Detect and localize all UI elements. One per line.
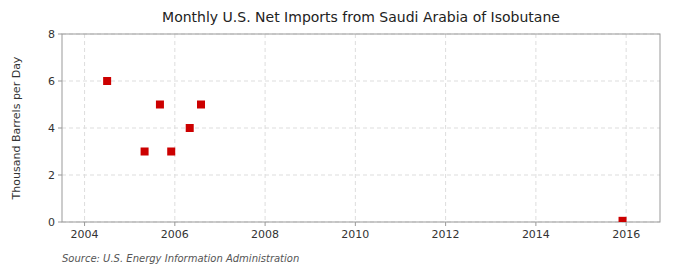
y-tick-label: 2 xyxy=(48,169,55,182)
scatter-point xyxy=(156,101,164,109)
scatter-point xyxy=(141,148,149,156)
x-tick xyxy=(174,222,175,226)
source-annotation: Source: U.S. Energy Information Administ… xyxy=(62,253,299,264)
x-tick xyxy=(265,222,266,226)
grid-line-x xyxy=(174,34,175,222)
grid-line-y xyxy=(62,81,660,82)
x-tick-label: 2016 xyxy=(612,228,640,241)
plot-frame xyxy=(62,34,660,222)
x-tick xyxy=(445,222,446,226)
x-tick-label: 2010 xyxy=(341,228,369,241)
scatter-point xyxy=(103,77,111,85)
chart-svg: 2004 2006 2008 2010 2012 2014 2016 0 2 4 6 8 Thousan… xyxy=(0,0,675,275)
y-tick xyxy=(58,222,62,223)
x-tick xyxy=(626,222,627,226)
scatter-point xyxy=(197,101,205,109)
y-tick xyxy=(58,128,62,129)
x-tick xyxy=(84,222,85,226)
scatter-point xyxy=(186,124,194,132)
x-tick xyxy=(535,222,536,226)
x-tick xyxy=(355,222,356,226)
scatter-point xyxy=(167,148,175,156)
y-tick-label: 6 xyxy=(48,75,55,88)
y-tick-label: 4 xyxy=(48,122,55,135)
y-tick-label: 0 xyxy=(48,216,55,229)
chart-container: 2004 2006 2008 2010 2012 2014 2016 0 2 4 6 8 Thousan… xyxy=(0,0,675,275)
x-tick-label: 2014 xyxy=(522,228,550,241)
points xyxy=(103,77,626,222)
axes: 2004 2006 2008 2010 2012 2014 2016 0 2 4 6 8 xyxy=(48,28,640,241)
grid-line-x xyxy=(535,34,536,222)
y-tick xyxy=(58,34,62,35)
x-tick-label: 2012 xyxy=(432,228,460,241)
y-tick xyxy=(58,175,62,176)
grid xyxy=(62,34,660,222)
y-axis-label: Thousand Barrels per Day xyxy=(10,56,23,200)
grid-line-x xyxy=(265,34,266,222)
y-tick xyxy=(58,81,62,82)
scatter-point xyxy=(619,217,627,222)
grid-line-y xyxy=(62,175,660,176)
grid-line-y xyxy=(62,128,660,129)
chart-title: Monthly U.S. Net Imports from Saudi Arab… xyxy=(162,9,560,25)
grid-line-x xyxy=(84,34,85,222)
y-tick-label: 8 xyxy=(48,28,55,41)
x-tick-label: 2004 xyxy=(71,228,99,241)
grid-line-x xyxy=(626,34,627,222)
x-tick-label: 2006 xyxy=(161,228,189,241)
grid-line-x xyxy=(445,34,446,222)
x-tick-label: 2008 xyxy=(251,228,279,241)
grid-line-x xyxy=(355,34,356,222)
